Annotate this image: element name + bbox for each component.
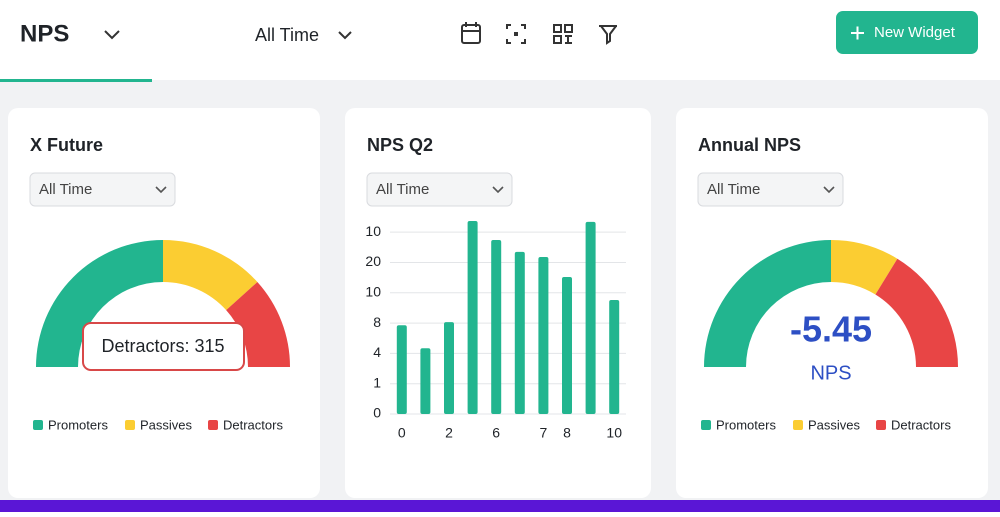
bar: [514, 251, 525, 414]
bar: [491, 240, 502, 414]
legend-label: Promoters: [716, 417, 776, 432]
bar: [396, 325, 407, 414]
plus-icon[interactable]: [851, 26, 864, 40]
legend-swatch: [793, 420, 803, 430]
y-tick-label: 0: [373, 405, 381, 421]
y-tick-label: 20: [365, 253, 381, 269]
widget-filter-label[interactable]: All Time: [707, 181, 760, 198]
widget-filter-label[interactable]: All Time: [376, 181, 429, 198]
x-tick-label: 0: [398, 425, 406, 441]
widget-filter[interactable]: [29, 172, 176, 207]
y-tick-label: 10: [365, 283, 381, 299]
widget-title: Annual NPS: [698, 135, 801, 155]
bar: [562, 277, 572, 414]
gauge-segment: [226, 282, 290, 367]
tooltip: [82, 322, 245, 371]
legend-label: Detractors: [891, 417, 951, 432]
legend-swatch: [701, 420, 711, 430]
widget-title: X Future: [30, 135, 103, 155]
bar: [538, 257, 549, 414]
gauge-segment: [875, 258, 958, 367]
nps-label: NPS: [810, 362, 851, 384]
bar: [467, 220, 478, 414]
legend-label: Passives: [808, 417, 861, 432]
legend-swatch: [33, 420, 43, 430]
bar: [444, 322, 454, 414]
new-widget-label[interactable]: New Widget: [874, 24, 956, 41]
y-tick-label: 1: [373, 374, 381, 390]
active-tab-indicator: [0, 79, 152, 82]
widget-title: NPS Q2: [367, 135, 433, 155]
widget-filter-icon[interactable]: [823, 186, 835, 194]
x-tick-label: 8: [563, 425, 571, 441]
widget-filter[interactable]: [366, 172, 513, 207]
tooltip-text: Detractors: 315: [101, 336, 224, 356]
page-title[interactable]: NPS: [20, 20, 69, 47]
legend-label: Promoters: [48, 417, 108, 432]
x-tick-label: 6: [492, 425, 500, 441]
layout-icon[interactable]: [553, 24, 573, 44]
gauge-segment: [831, 240, 898, 295]
legend-swatch: [125, 420, 135, 430]
x-tick-label: 7: [540, 425, 548, 441]
toolbar: [461, 22, 617, 45]
gauge-segment: [163, 240, 258, 311]
bar: [420, 348, 431, 414]
bar: [585, 221, 596, 414]
calendar-icon[interactable]: [461, 22, 481, 44]
bar: [609, 300, 620, 414]
legend-label: Passives: [140, 417, 193, 432]
legend-label: Detractors: [223, 417, 283, 432]
x-tick-label: 10: [606, 425, 622, 441]
bottom-strip: [0, 500, 1000, 512]
widget-filter[interactable]: [697, 172, 844, 207]
gauge-segment: [36, 240, 163, 367]
widget-filter-icon[interactable]: [155, 186, 167, 194]
title-dropdown-icon[interactable]: [104, 30, 120, 40]
gauge-segment: [704, 240, 831, 367]
y-tick-label: 4: [373, 344, 381, 360]
nps-value: -5.45: [790, 309, 872, 350]
y-tick-label: 8: [373, 314, 381, 330]
filter-icon[interactable]: [599, 25, 617, 45]
new-widget-button[interactable]: [836, 11, 978, 54]
time-filter[interactable]: All Time: [255, 25, 319, 45]
legend-swatch: [876, 420, 886, 430]
legend-swatch: [208, 420, 218, 430]
y-tick-label: 10: [365, 223, 381, 239]
widget-filter-label[interactable]: All Time: [39, 181, 92, 198]
widget-filter-icon[interactable]: [492, 186, 504, 194]
focus-icon[interactable]: [506, 24, 526, 44]
top-bar: [0, 0, 1000, 80]
time-filter-icon[interactable]: [338, 31, 352, 40]
x-tick-label: 2: [445, 425, 453, 441]
